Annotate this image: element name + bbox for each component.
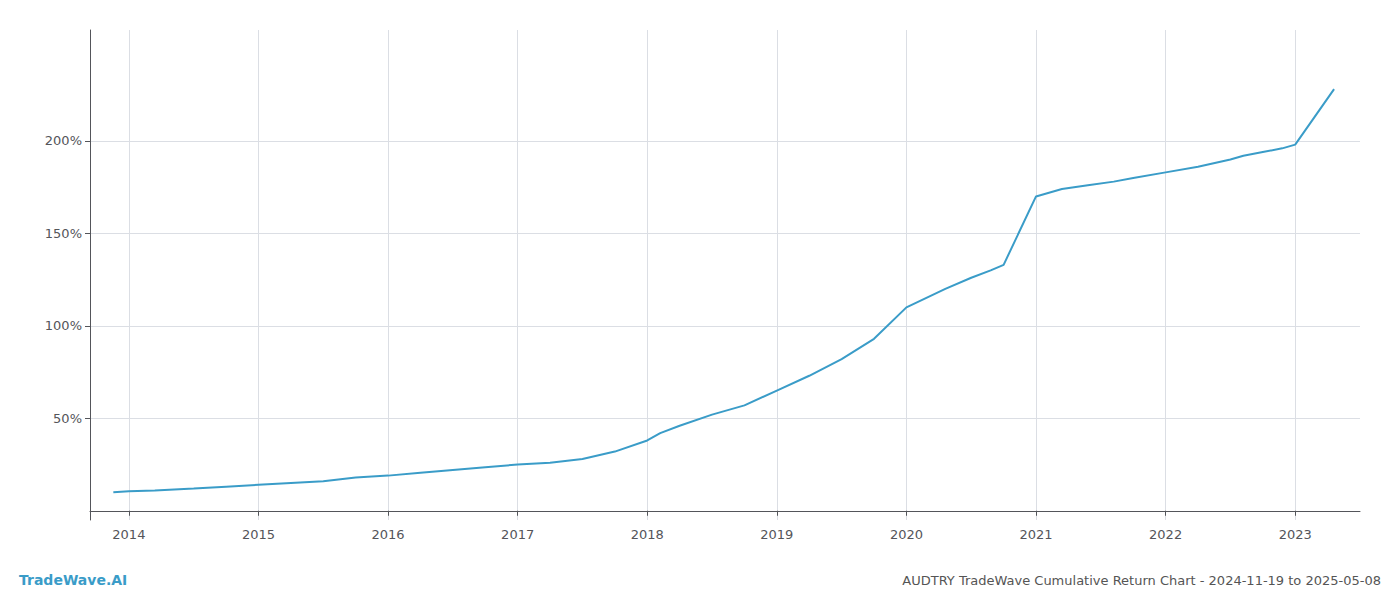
svg-text:2017: 2017 [501,527,534,542]
svg-text:2020: 2020 [890,527,923,542]
svg-text:2022: 2022 [1149,527,1182,542]
svg-text:2015: 2015 [242,527,275,542]
svg-text:2014: 2014 [112,527,145,542]
svg-text:100%: 100% [45,318,82,333]
svg-text:2021: 2021 [1019,527,1052,542]
svg-text:AUDTRY TradeWave Cumulative Re: AUDTRY TradeWave Cumulative Return Chart… [902,573,1381,588]
svg-text:2018: 2018 [631,527,664,542]
svg-text:TradeWave.AI: TradeWave.AI [19,572,127,588]
svg-text:2019: 2019 [760,527,793,542]
svg-text:2016: 2016 [372,527,405,542]
svg-text:2023: 2023 [1279,527,1312,542]
svg-text:50%: 50% [53,411,82,426]
svg-text:200%: 200% [45,133,82,148]
svg-text:150%: 150% [45,226,82,241]
